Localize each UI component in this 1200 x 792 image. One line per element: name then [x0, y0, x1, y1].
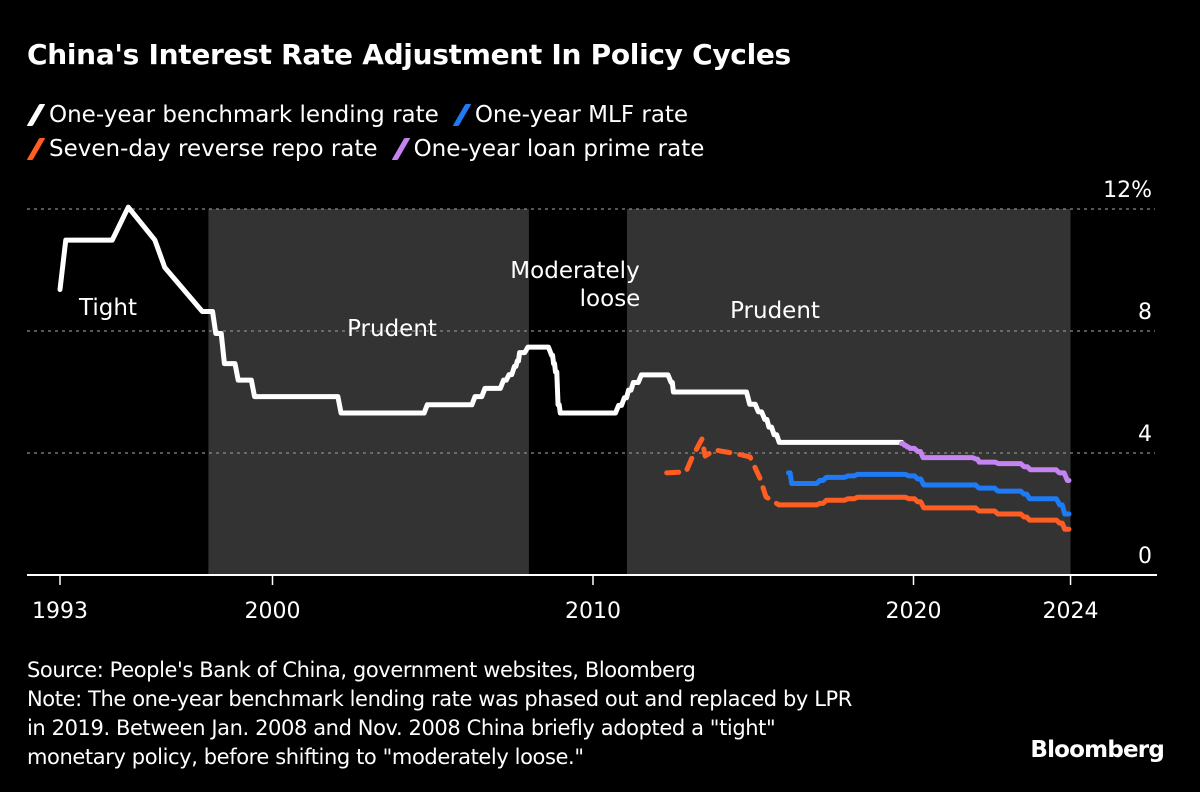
policy-period-label: Prudent [347, 316, 437, 342]
legend-item-benchmark: One-year benchmark lending rate [26, 98, 439, 132]
note-line: in 2019. Between Jan. 2008 and Nov. 2008… [27, 716, 776, 740]
legend-label: One-year MLF rate [474, 102, 689, 128]
y-tick-label: 0 [1138, 544, 1152, 569]
legend-item-lpr: One-year loan prime rate [391, 132, 705, 166]
x-tick-label: 2024 [1043, 599, 1099, 624]
bloomberg-logo: Bloomberg [1030, 737, 1164, 763]
series-line-seven-day-reverse-repo-rate [776, 494, 1072, 532]
footer: Source: People's Bank of China, governme… [27, 656, 852, 772]
y-tick-label: 4 [1138, 422, 1152, 447]
chart-title: China's Interest Rate Adjustment In Poli… [27, 38, 791, 71]
series-line-seven-day-reverse-repo-rate-dashed [664, 436, 782, 508]
policy-period-label: Tight [78, 295, 137, 321]
series-line-one-year-benchmark-lending-rate [57, 204, 905, 445]
legend-label: One-year loan prime rate [413, 136, 705, 162]
legend-item-reverse-repo: Seven-day reverse repo rate [26, 132, 378, 166]
x-tick-label: 1993 [32, 599, 88, 624]
series-line-one-year-loan-prime-rate [899, 441, 1072, 483]
legend-label: Seven-day reverse repo rate [49, 136, 378, 162]
x-tick-label: 2010 [565, 599, 621, 624]
y-tick-label: 12% [1103, 178, 1152, 203]
x-tick-label: 2000 [244, 599, 300, 624]
legend-label: One-year benchmark lending rate [49, 102, 439, 128]
chart-plot: 12% 8 4 0 1993 2000 2010 2020 2024 Tight Prudent Mo… [27, 178, 1157, 624]
note-line: monetary policy, before shifting to "mod… [27, 745, 584, 769]
y-tick-label: 8 [1138, 300, 1152, 325]
policy-period-label: loose [580, 286, 641, 312]
legend-item-mlf: One-year MLF rate [452, 98, 689, 132]
source-text: Source: People's Bank of China, governme… [27, 658, 696, 682]
x-tick-label: 2020 [885, 599, 941, 624]
policy-period-label: Prudent [730, 298, 820, 324]
policy-period-shade [208, 209, 529, 575]
policy-period-label: Moderately [510, 258, 639, 284]
legend: One-year benchmark lending rate One-year… [26, 98, 718, 166]
note-line: Note: The one-year benchmark lending rat… [27, 687, 852, 711]
series-line-one-year-mlf-rate [785, 470, 1072, 517]
